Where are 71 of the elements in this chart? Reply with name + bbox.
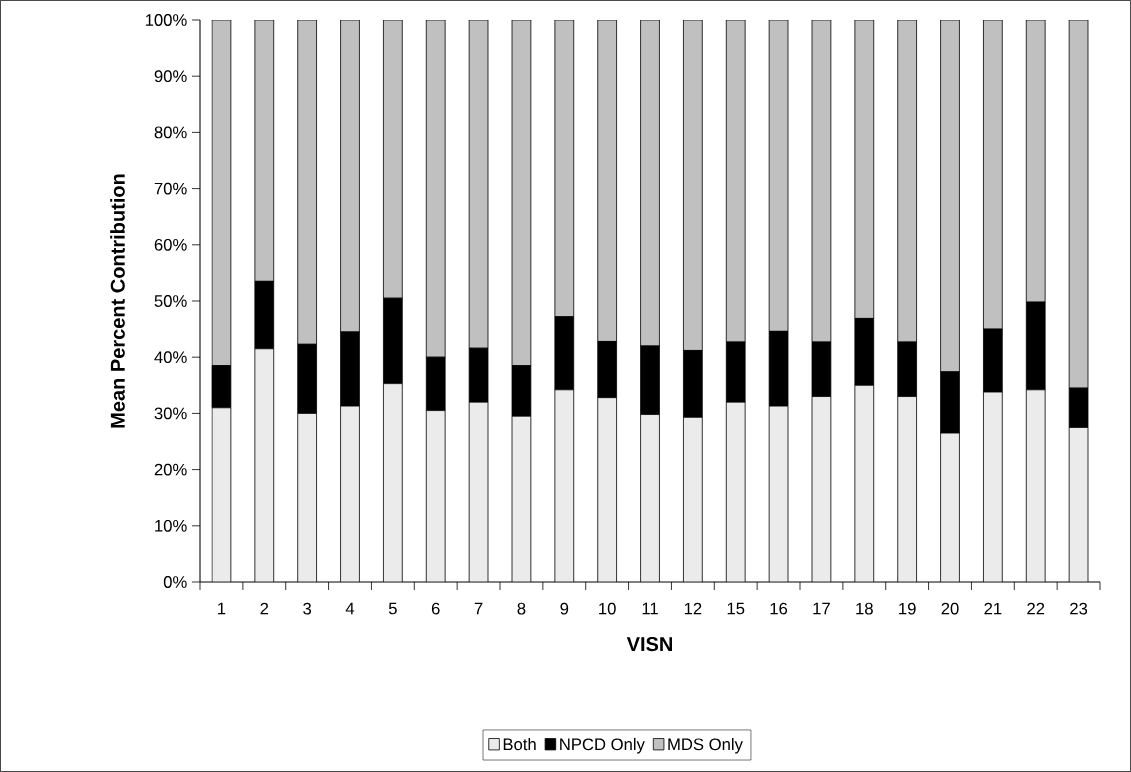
y-tick-label: 80%: [154, 126, 187, 139]
bar: [254, 348, 274, 582]
y-tick-label: 90%: [154, 70, 187, 83]
legend-label: NPCD Only: [560, 737, 645, 754]
x-tick-label: 2: [260, 602, 269, 615]
bar: [1025, 20, 1046, 303]
bar: [597, 20, 617, 342]
bar: [768, 20, 789, 332]
x-tick-label: 9: [560, 602, 569, 615]
x-tick-label: 19: [899, 602, 916, 615]
x-tick-label: 20: [941, 602, 959, 615]
x-tick-label: 6: [431, 602, 440, 615]
bar: [340, 20, 360, 333]
bar: [940, 20, 960, 373]
bar: [340, 406, 360, 582]
bar: [897, 396, 917, 582]
bar: [854, 20, 875, 319]
x-tick-label: 22: [1027, 602, 1045, 615]
y-tick-label: 70%: [154, 182, 187, 195]
bar: [383, 20, 403, 299]
bar: [640, 414, 660, 582]
bar: [640, 20, 660, 347]
bar: [383, 383, 403, 582]
bar: [1068, 20, 1089, 389]
x-tick-label: 3: [303, 602, 312, 615]
legend-label: Both: [503, 737, 536, 751]
bar: [297, 413, 317, 582]
bar: [683, 417, 703, 582]
bar: [468, 20, 489, 349]
bar: [811, 20, 832, 343]
x-tick-label: 21: [984, 602, 1002, 615]
bar: [897, 20, 917, 343]
bar: [983, 392, 1003, 582]
bar: [425, 20, 446, 358]
y-tick-label: 40%: [154, 351, 187, 364]
x-tick-label: 15: [727, 602, 745, 615]
bar: [554, 389, 574, 582]
x-tick-label: 8: [517, 602, 526, 615]
bar: [297, 20, 317, 345]
x-tick-label: 23: [1070, 602, 1088, 615]
bar: [254, 20, 275, 282]
x-tick-label: 12: [684, 602, 702, 615]
y-tick-label: 0%: [163, 576, 187, 588]
x-axis-title: VISN: [626, 637, 672, 652]
bar: [725, 20, 746, 343]
bar: [211, 20, 232, 367]
bar: [511, 20, 532, 367]
x-tick-label: 18: [856, 602, 873, 615]
x-tick-label: 1: [218, 602, 226, 615]
x-tick-label: 17: [813, 602, 830, 615]
y-tick-label: 30%: [154, 407, 187, 420]
bar: [597, 397, 617, 582]
x-tick-label: 4: [345, 602, 355, 615]
bar: [683, 20, 703, 351]
y-tick-label: 50%: [154, 295, 187, 307]
bar: [212, 407, 231, 582]
legend-label: MDS Only: [668, 737, 743, 754]
x-tick-label: 16: [770, 602, 788, 615]
x-tick-label: 5: [388, 602, 397, 615]
x-tick-label: 11: [642, 602, 658, 615]
y-axis-title: Mean Percent Contribution: [110, 174, 125, 428]
bar: [554, 20, 575, 318]
y-tick-label: 60%: [154, 238, 187, 251]
y-tick-label: 100%: [145, 14, 187, 26]
bar: [983, 20, 1003, 330]
y-tick-label: 20%: [154, 463, 187, 476]
x-tick-label: 7: [474, 602, 483, 615]
bar: [1026, 389, 1046, 582]
bar: [940, 433, 960, 582]
x-tick-label: 10: [599, 602, 616, 615]
y-tick-label: 10%: [155, 519, 187, 532]
